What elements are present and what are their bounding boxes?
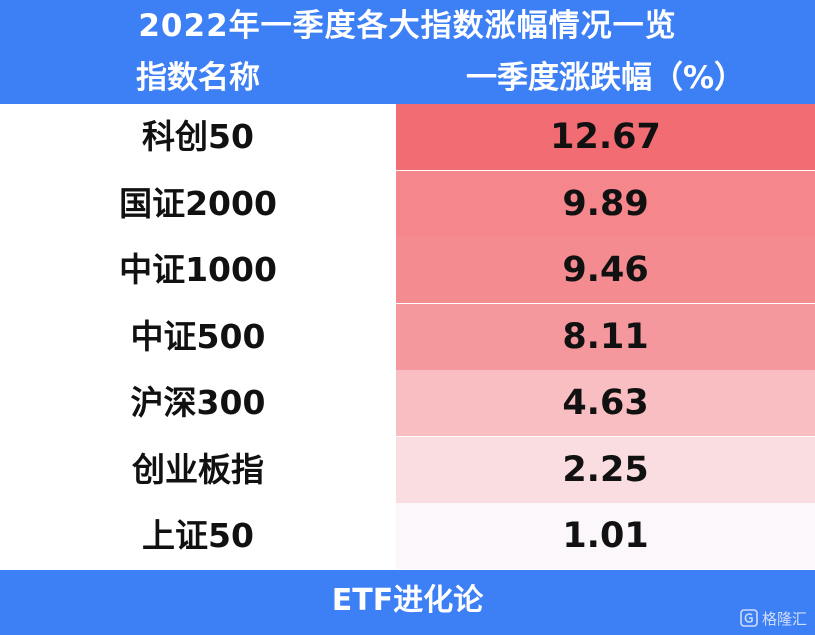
index-name-cell: 中证500 [0, 304, 396, 370]
change-value-cell: 12.67 [396, 104, 815, 170]
change-value-cell: 8.11 [396, 304, 815, 370]
index-name-cell: 创业板指 [0, 437, 396, 503]
table-row: 上证50 1.01 [0, 503, 815, 569]
change-value-cell: 2.25 [396, 437, 815, 503]
watermark-text: 格隆汇 [761, 609, 807, 628]
column-header-name: 指数名称 [136, 60, 260, 96]
title-band: 2022年一季度各大指数涨幅情况一览 [0, 0, 815, 52]
column-header-value: 一季度涨跌幅（%） [465, 60, 746, 96]
change-value-cell: 9.89 [396, 171, 815, 237]
change-value-cell: 1.01 [396, 503, 815, 569]
change-value-cell: 4.63 [396, 370, 815, 436]
logo-icon [740, 609, 758, 627]
index-name-cell: 上证50 [0, 503, 396, 569]
index-name-cell: 中证1000 [0, 237, 396, 303]
index-name-cell: 沪深300 [0, 370, 396, 436]
table-row: 中证1000 9.46 [0, 237, 815, 303]
watermark: 格隆汇 [740, 607, 807, 629]
footer-label: ETF进化论 [331, 583, 484, 618]
header-band: 指数名称 一季度涨跌幅（%） [0, 52, 815, 104]
index-name-cell: 国证2000 [0, 171, 396, 237]
table-row: 沪深300 4.63 [0, 370, 815, 436]
table-row: 创业板指 2.25 [0, 437, 815, 503]
data-table: 科创50 12.67 国证2000 9.89 中证1000 9.46 中证500 8.11 沪深… [0, 104, 815, 570]
table-row: 中证500 8.11 [0, 304, 815, 370]
table-row: 国证2000 9.89 [0, 171, 815, 237]
index-name-cell: 科创50 [0, 104, 396, 170]
footer-band: ETF进化论 格隆汇 [0, 570, 815, 635]
change-value-cell: 9.46 [396, 237, 815, 303]
table-row: 科创50 12.67 [0, 104, 815, 170]
chart-title: 2022年一季度各大指数涨幅情况一览 [138, 8, 677, 44]
